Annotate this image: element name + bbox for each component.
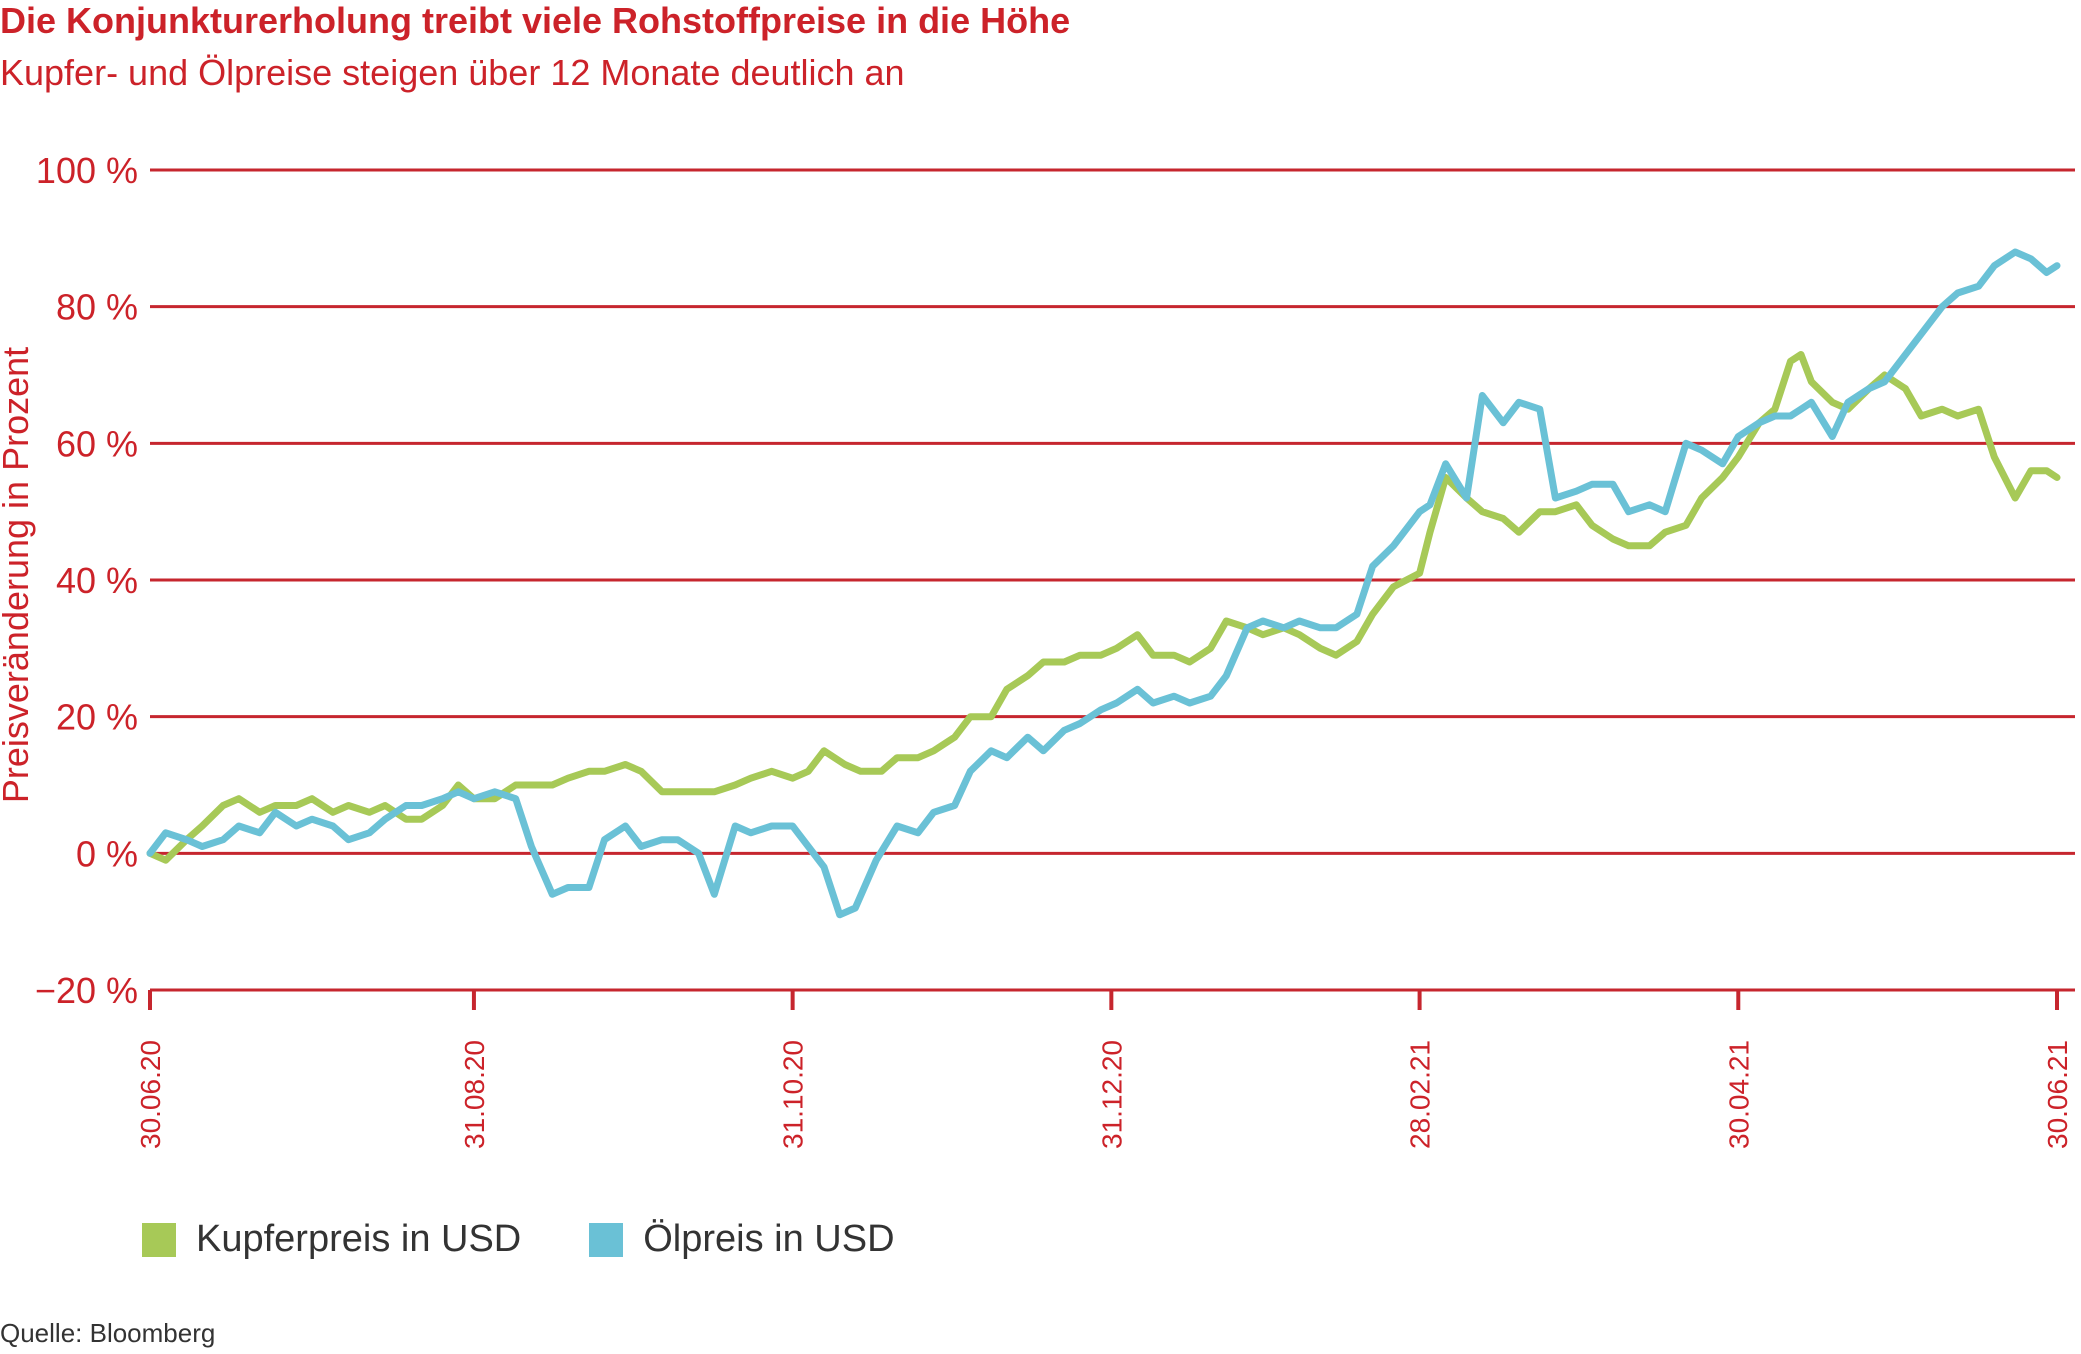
y-tick-label: 80 % — [56, 287, 138, 328]
y-axis-tick-labels: −20 % 0 % 20 % 40 % 60 % 80 % 100 % — [35, 150, 138, 1011]
kupfer-line — [146, 351, 2061, 864]
legend-swatch-kupfer — [142, 1222, 176, 1257]
x-axis: 30.06.20 31.08.20 31.10.20 31.12.20 28.02.21… — [135, 990, 2073, 1149]
legend-label-oel: Ölpreis in USD — [643, 1218, 895, 1260]
series-lines — [146, 248, 2061, 919]
oel-line — [146, 248, 2061, 919]
y-axis-label: Preisveränderung in Prozent — [0, 347, 36, 803]
x-tick-label: 31.10.20 — [778, 1040, 809, 1149]
y-tick-label: 0 % — [76, 833, 138, 874]
y-tick-label: 100 % — [36, 150, 138, 191]
legend-item-oel: Ölpreis in USD — [589, 1218, 895, 1261]
x-tick-label: 31.08.20 — [459, 1040, 490, 1149]
chart-title: Die Konjunkturerholung treibt viele Rohs… — [0, 0, 1071, 41]
x-tick-label: 31.12.20 — [1096, 1040, 1127, 1149]
y-tick-label: 40 % — [56, 560, 138, 601]
x-tick-label: 28.02.21 — [1405, 1040, 1436, 1149]
y-tick-label: 60 % — [56, 423, 138, 464]
y-tick-label: 20 % — [56, 697, 138, 738]
x-tick-label: 30.06.20 — [135, 1040, 166, 1149]
chart-subtitle: Kupfer- und Ölpreise steigen über 12 Mon… — [0, 52, 905, 93]
x-tick-label: 30.04.21 — [1723, 1040, 1754, 1149]
line-chart: −20 % 0 % 20 % 40 % 60 % 80 % 100 % 30.06.20 31… — [0, 150, 2075, 1149]
y-tick-label: −20 % — [35, 970, 138, 1011]
grid-lines — [150, 168, 2075, 992]
legend: Kupferpreis in USD Ölpreis in USD — [142, 1218, 963, 1261]
legend-swatch-oel — [589, 1222, 624, 1257]
legend-item-kupfer: Kupferpreis in USD — [142, 1218, 521, 1261]
source-note: Quelle: Bloomberg — [0, 1318, 216, 1348]
legend-label-kupfer: Kupferpreis in USD — [196, 1218, 522, 1260]
x-tick-label: 30.06.21 — [2042, 1040, 2073, 1149]
